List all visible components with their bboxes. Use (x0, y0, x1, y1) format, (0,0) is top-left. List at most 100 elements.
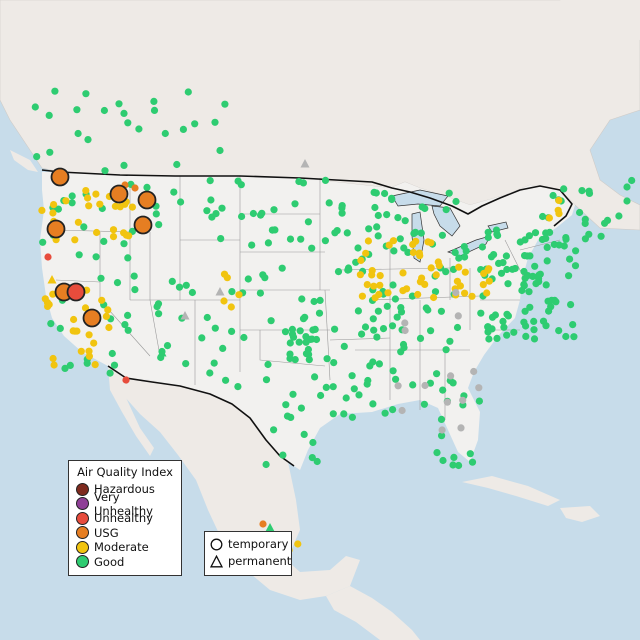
usg-monitor (46, 219, 66, 239)
monitor-point (153, 303, 161, 311)
monitor-point (297, 235, 305, 243)
monitor-point (84, 136, 92, 144)
monitor-point (220, 297, 228, 305)
monitor-point (389, 237, 398, 245)
monitor-point (439, 456, 447, 465)
monitor-point (85, 347, 93, 355)
monitor-point (116, 203, 124, 211)
monitor-point (350, 385, 358, 393)
monitor-point (415, 249, 423, 257)
monitor-point (100, 106, 108, 115)
monitor-point (82, 187, 90, 195)
greenland-edge (560, 0, 640, 40)
lake-superior (391, 189, 449, 207)
monitor-point (222, 376, 230, 384)
monitor-point (38, 206, 46, 214)
monitor-points (31, 87, 636, 554)
monitor-point (368, 271, 376, 279)
monitor-point (460, 243, 468, 251)
monitor-point (433, 449, 441, 457)
monitor-point (106, 369, 114, 377)
monitor-point (555, 241, 563, 249)
central-america (326, 586, 420, 640)
monitor-point (421, 381, 429, 390)
monitor-point (97, 274, 105, 282)
usg-swatch (76, 526, 89, 540)
monitor-point (41, 295, 49, 303)
monitor-point (120, 109, 128, 117)
monitor-point (234, 177, 242, 185)
monitor-point (173, 160, 181, 169)
monitor-point (457, 424, 465, 432)
monitor-point (45, 300, 53, 309)
monitor-point (396, 235, 404, 243)
monitor-point (409, 381, 417, 389)
monitor-point (503, 265, 511, 274)
monitor-point (374, 307, 382, 315)
monitor-point (545, 214, 554, 222)
monitor-point (421, 204, 429, 213)
legend-item-permanent: permanent (205, 553, 291, 569)
monitor-point (435, 262, 443, 270)
monitor-point (227, 303, 235, 311)
monitor-point (100, 237, 108, 245)
monitor-point (74, 218, 82, 226)
permanent-monitor (180, 311, 190, 320)
monitor-point (362, 249, 370, 257)
monitor-point (259, 520, 267, 528)
monitor-point (155, 221, 163, 229)
monitor-point (525, 288, 533, 296)
monitor-point (177, 198, 185, 206)
mexico-landmass (108, 366, 360, 600)
monitor-point (373, 333, 381, 341)
monitor-point (447, 372, 455, 380)
monitor-point (392, 375, 400, 383)
monitor-point (44, 253, 52, 261)
monitor-point (366, 362, 374, 370)
monitor-point (206, 177, 214, 185)
monitor-point (125, 232, 133, 240)
monitor-point (302, 350, 311, 358)
monitor-point (451, 248, 459, 257)
monitor-point (354, 244, 362, 252)
monitor-point (62, 197, 70, 205)
monitor-point (508, 265, 516, 273)
monitor-point (520, 280, 528, 289)
monitor-point (530, 317, 538, 325)
monitor-point (388, 195, 396, 204)
monitor-point (424, 306, 432, 314)
monitor-point (381, 189, 389, 198)
monitor-point (294, 540, 302, 548)
monitor-point (493, 334, 501, 342)
monitor-point (363, 380, 371, 388)
monitor-point (438, 426, 446, 434)
monitor-point (289, 390, 297, 398)
monitor-point (495, 259, 503, 267)
monitor-point (443, 398, 451, 406)
monitor-point (391, 295, 399, 303)
monitor-point (300, 430, 308, 438)
monitor-point (397, 304, 405, 312)
monitor-point (521, 307, 529, 315)
legend-label: temporary (228, 537, 289, 551)
legend-label: USG (94, 525, 119, 540)
usg-monitor (109, 184, 129, 204)
monitor-point (54, 205, 63, 213)
monitor-point (452, 197, 460, 206)
monitor-point (503, 331, 511, 339)
monitor-point (578, 187, 586, 195)
monitor-point (109, 226, 118, 234)
usg-monitor (50, 167, 70, 187)
monitor-point (109, 233, 118, 241)
monitor-point (70, 315, 78, 324)
monitor-point (585, 187, 593, 195)
monitor-point (295, 338, 303, 346)
monitor-point (531, 262, 539, 270)
monitor-point (286, 350, 294, 358)
monitor-point (390, 247, 398, 255)
monitor-point (317, 391, 325, 400)
monitor-point (597, 232, 605, 240)
monitor-point (308, 454, 316, 462)
monitor-point (262, 460, 270, 469)
monitor-point (115, 100, 123, 108)
